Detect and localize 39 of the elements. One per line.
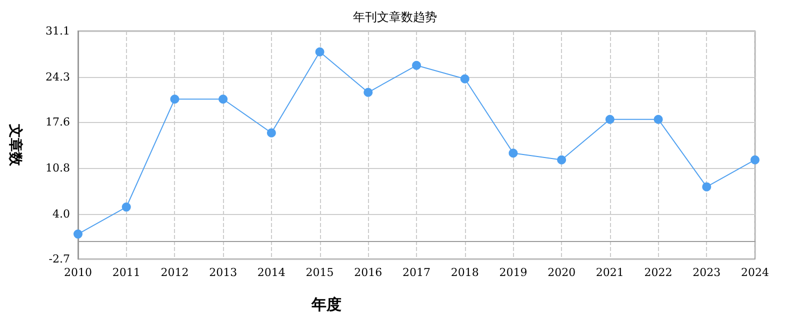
y-tick-label: 31.1	[46, 24, 70, 38]
x-tick-label: 2018	[450, 266, 479, 279]
chart-title: 年刊文章数趋势	[353, 10, 437, 24]
x-tick-label: 2017	[402, 266, 430, 279]
x-tick-label: 2011	[112, 266, 140, 279]
x-tick-label: 2016	[354, 266, 382, 279]
x-tick-label: 2014	[257, 266, 286, 279]
point	[412, 60, 421, 70]
point	[460, 74, 470, 84]
x-tick-label: 2024	[741, 266, 769, 279]
point	[315, 47, 324, 56]
point	[266, 128, 276, 138]
point	[654, 114, 663, 124]
point	[364, 88, 373, 97]
x-tick-label: 2015	[306, 266, 334, 279]
point	[74, 230, 82, 239]
point	[605, 114, 614, 124]
y-tick-label: 10.8	[46, 161, 70, 174]
y-axis-title: 文章数	[7, 123, 24, 167]
y-tick-label: 17.6	[46, 116, 70, 129]
point	[122, 202, 131, 212]
x-tick-label: 2022	[644, 266, 672, 279]
x-tick-label: 2023	[692, 266, 721, 279]
point	[218, 94, 228, 104]
x-tick-label: 2010	[64, 266, 92, 279]
x-tick-label: 2019	[499, 266, 528, 279]
x-tick-label: 2013	[209, 266, 238, 279]
point	[750, 155, 760, 164]
y-tick-label: -2.7	[48, 252, 70, 266]
x-tick-label: 2012	[160, 266, 189, 279]
x-tick-label: 2021	[596, 266, 624, 279]
x-axis-title: 年度	[310, 296, 342, 314]
point	[557, 155, 566, 164]
point	[170, 94, 180, 104]
y-tick-label: 24.3	[46, 70, 70, 84]
point	[508, 148, 518, 158]
x-tick-label: 2020	[548, 266, 576, 279]
point	[702, 182, 712, 192]
y-tick-label: 4.0	[52, 207, 70, 220]
